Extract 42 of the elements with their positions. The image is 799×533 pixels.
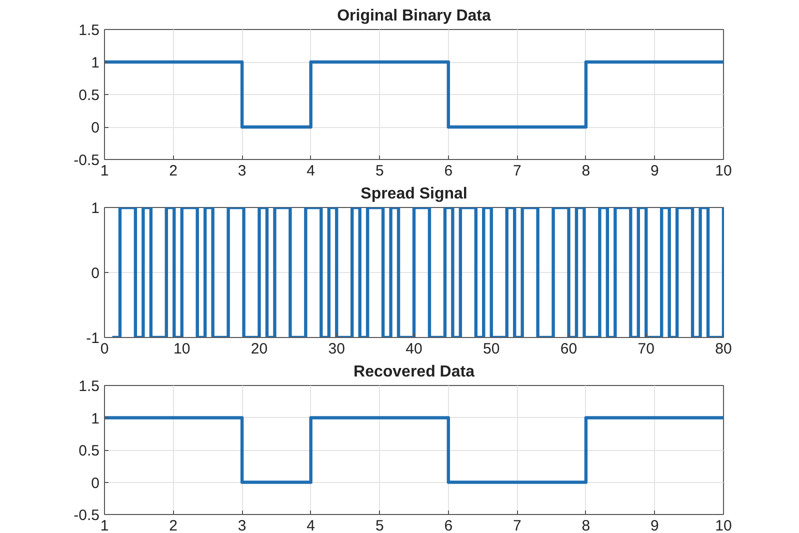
x-tick-label: 50 [483, 340, 500, 358]
y-tick-label: 0.5 [78, 87, 100, 104]
x-tick-label: 10 [174, 340, 190, 358]
x-tick-label: 9 [650, 162, 659, 180]
y-tick-label: 0 [91, 474, 100, 492]
y-tick-label: 0 [91, 120, 100, 136]
x-tick-label: 60 [560, 340, 578, 358]
x-tick-label: 3 [238, 518, 246, 533]
x-tick-label: 7 [512, 518, 522, 533]
x-tick-label: 2 [169, 162, 178, 180]
x-tick-label: 2 [169, 518, 178, 533]
y-tick-label: 1.5 [78, 22, 100, 39]
chart-title: Recovered Data [354, 364, 475, 380]
chart-title: Spread Signal [360, 186, 468, 202]
x-tick-label: 10 [715, 518, 732, 533]
y-tick-label: 1 [91, 200, 100, 217]
x-tick-label: 5 [375, 162, 384, 180]
x-tick-label: 6 [444, 518, 453, 533]
y-tick-label: -1 [86, 330, 100, 347]
x-tick-label: 30 [328, 340, 345, 358]
x-tick-label: 10 [715, 162, 732, 180]
chart-title: Original Binary Data [337, 8, 492, 24]
x-tick-label: 4 [306, 162, 316, 180]
y-tick-label: 1 [91, 410, 100, 428]
x-tick-label: 6 [444, 162, 453, 180]
y-tick-label: 0 [91, 265, 100, 282]
x-tick-label: 4 [306, 518, 316, 533]
x-tick-label: 40 [406, 340, 422, 358]
x-tick-label: 20 [250, 340, 268, 358]
x-tick-label: 7 [512, 162, 522, 180]
y-tick-label: 0.5 [78, 442, 100, 460]
x-tick-label: 5 [375, 518, 384, 533]
x-tick-label: 8 [582, 518, 590, 533]
x-tick-label: 70 [638, 340, 654, 358]
y-tick-label: 1.5 [78, 378, 100, 395]
y-tick-label: -0.5 [74, 507, 100, 524]
x-tick-label: 8 [582, 162, 590, 180]
y-tick-label: 1 [91, 54, 100, 72]
x-tick-label: 9 [650, 518, 659, 533]
y-tick-label: -0.5 [74, 152, 100, 169]
x-tick-label: 3 [238, 162, 246, 180]
x-tick-label: 80 [715, 340, 732, 358]
